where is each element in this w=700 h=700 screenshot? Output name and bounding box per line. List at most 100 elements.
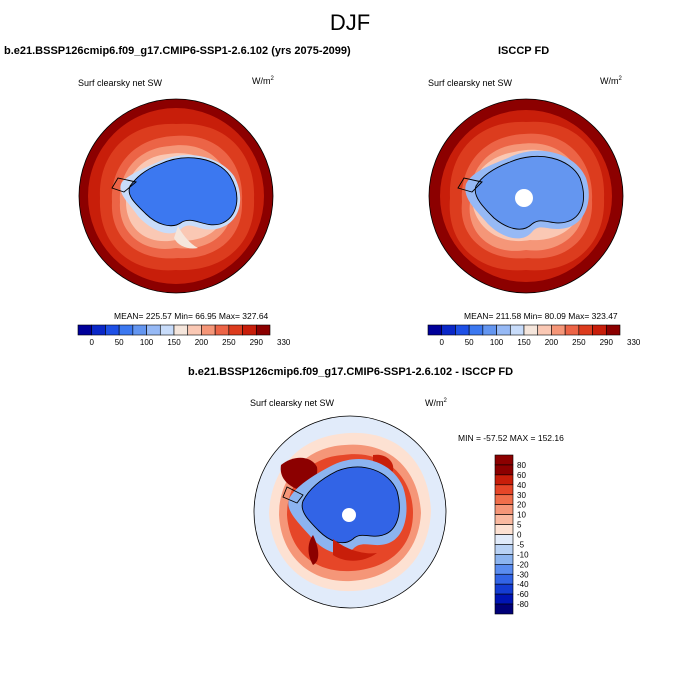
polar-map-model <box>78 98 274 294</box>
colorbar-tick-label: 100 <box>140 338 154 347</box>
colorbar-box <box>77 324 93 336</box>
colorbar-box <box>551 324 566 336</box>
colorbar-box <box>242 324 257 336</box>
colorbar-box <box>494 554 514 565</box>
colorbar-box <box>455 324 470 336</box>
polar-map-diff <box>253 415 447 609</box>
colorbar-tick-label: -5 <box>517 540 525 549</box>
colorbar-box <box>228 324 243 336</box>
map-band <box>308 535 319 565</box>
colorbar-box <box>496 324 511 336</box>
colorbar-box <box>132 324 147 336</box>
colorbar-tick-label: 150 <box>517 338 531 347</box>
colorbar-box <box>468 324 484 336</box>
stats-obs: MEAN= 211.58 Min= 80.09 Max= 323.47 <box>464 311 618 321</box>
colorbar-tick-label: 50 <box>115 338 124 347</box>
map-border <box>428 98 624 294</box>
antarctica-field <box>129 157 237 226</box>
figure-title: DJF <box>329 10 371 35</box>
colorbar-box <box>494 603 514 615</box>
colorbar-box <box>255 324 271 336</box>
colorbar-box <box>201 324 216 336</box>
colorbar-tick-label: 10 <box>517 511 526 520</box>
coastline <box>457 155 584 230</box>
colorbar-box <box>494 454 514 466</box>
colorbar-tick-label: 150 <box>167 338 181 347</box>
missing-data-pole <box>342 508 356 522</box>
colorbar-tick-label: -30 <box>517 570 529 579</box>
colorbar-box <box>523 324 539 336</box>
colorbar-tick-label: 290 <box>600 338 614 347</box>
colorbar-box <box>509 324 525 336</box>
colorbar-model: 0 50 100 150 200 250 290 330 <box>77 324 291 347</box>
colorbar-tick-label: 80 <box>517 461 526 470</box>
colorbar-tick-label: 0 <box>439 338 444 347</box>
variable-label-model: Surf clearsky net SW <box>78 78 163 88</box>
antarctica-field <box>302 467 400 543</box>
colorbar-box <box>494 494 514 505</box>
colorbar-tick-label: 50 <box>465 338 474 347</box>
map-border <box>253 415 447 609</box>
colorbar-tick-label: 290 <box>250 338 264 347</box>
colorbar-box <box>605 324 621 336</box>
map-border <box>78 98 274 294</box>
coastline <box>111 157 238 227</box>
missing-data-pole <box>515 189 533 207</box>
colorbar-box <box>105 324 120 336</box>
colorbar-tick-label: 250 <box>222 338 236 347</box>
colorbar-box <box>427 324 443 336</box>
colorbar-tick-label: -60 <box>517 590 529 599</box>
colorbar-box <box>494 464 514 476</box>
colorbar-tick-label: 200 <box>545 338 559 347</box>
colorbar-obs: 0 50 100 150 200 250 290 330 <box>427 324 641 347</box>
colorbar-box <box>537 324 552 336</box>
panel-title-diff: b.e21.BSSP126cmip6.f09_g17.CMIP6-SSP1-2.… <box>188 366 514 378</box>
colorbar-box <box>146 324 161 336</box>
panel-title-model: b.e21.BSSP126cmip6.f09_g17.CMIP6-SSP1-2.… <box>4 45 351 57</box>
colorbar-box <box>494 474 514 486</box>
colorbar-tick-label: -80 <box>517 600 529 609</box>
stats-model: MEAN= 225.57 Min= 66.95 Max= 327.64 <box>114 311 269 321</box>
colorbar-tick-label: 60 <box>517 471 526 480</box>
colorbar-box <box>441 324 456 336</box>
colorbar-box <box>494 504 514 515</box>
colorbar-box <box>494 593 514 605</box>
units-label-model: W/m2 <box>252 76 274 86</box>
units-label-diff: W/m2 <box>425 398 447 408</box>
colorbar-box <box>494 564 514 575</box>
colorbar-tick-label: 100 <box>490 338 504 347</box>
variable-label-diff: Surf clearsky net SW <box>250 398 335 408</box>
colorbar-tick-label: 20 <box>517 501 526 510</box>
colorbar-box <box>494 583 514 595</box>
colorbar-tick-label: 5 <box>517 521 522 530</box>
colorbar-tick-label: 250 <box>572 338 586 347</box>
colorbar-box <box>173 324 189 336</box>
colorbar-box <box>592 324 607 336</box>
polar-map-obs <box>428 98 624 294</box>
variable-label-obs: Surf clearsky net SW <box>428 78 513 88</box>
colorbar-tick-label: 0 <box>517 531 522 540</box>
colorbar-tick-label: -20 <box>517 560 529 569</box>
units-label-obs: W/m2 <box>600 76 622 86</box>
colorbar-tick-label: 30 <box>517 491 526 500</box>
colorbar-box <box>494 534 514 545</box>
coastline <box>282 466 400 544</box>
colorbar-tick-label: 330 <box>627 338 641 347</box>
colorbar-box <box>482 324 497 336</box>
colorbar-tick-label: 200 <box>195 338 209 347</box>
colorbar-box <box>494 544 514 555</box>
colorbar-box <box>564 324 580 336</box>
panel-title-obs: ISCCP FD <box>498 45 550 57</box>
colorbar-box <box>578 324 593 336</box>
colorbar-box <box>214 324 230 336</box>
map-band <box>174 226 198 249</box>
colorbar-box <box>494 484 514 496</box>
colorbar-tick-label: 40 <box>517 481 526 490</box>
colorbar-tick-label: 0 <box>89 338 94 347</box>
colorbar-tick-label: -10 <box>517 550 529 559</box>
colorbar-box <box>91 324 106 336</box>
stats-diff: MIN = -57.52 MAX = 152.16 <box>458 433 564 443</box>
colorbar-box <box>494 573 514 585</box>
colorbar-box <box>494 524 514 535</box>
colorbar-box <box>118 324 134 336</box>
